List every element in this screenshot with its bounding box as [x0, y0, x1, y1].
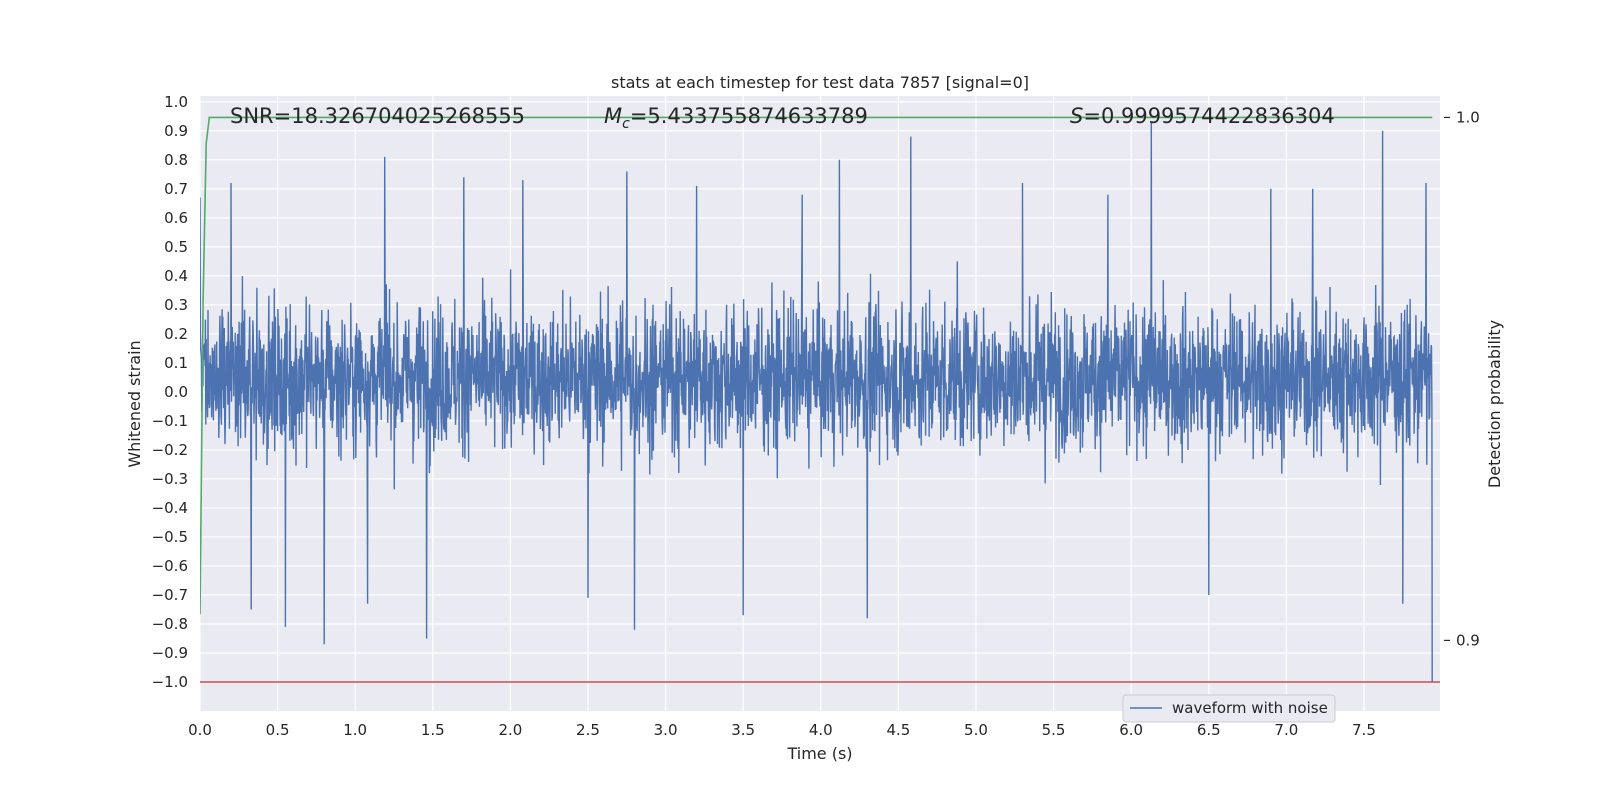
y-tick-label: 0.7 [164, 180, 188, 198]
y2-tick-label: 0.9 [1456, 631, 1480, 649]
chirp-mass-subscript: c [622, 116, 630, 132]
y-tick-label: −0.2 [152, 441, 188, 459]
series-waveform-with-noise [200, 122, 1433, 683]
y2-axis-label: Detection probability [1485, 320, 1504, 488]
legend: waveform with noise [1122, 694, 1336, 723]
chart-title: stats at each timestep for test data 785… [611, 73, 1029, 92]
x-tick-labels: 0.0 0.5 1.0 1.5 2.0 2.5 3.0 3.5 4.0 4.5 5.0 5.5 6.0 6… [188, 721, 1376, 739]
x-tick-label: 2.0 [498, 721, 522, 739]
y-axis-label: Whitened strain [125, 340, 144, 467]
y-tick-label: 0.0 [164, 383, 188, 401]
snr-annotation: SNR=18.326704025268555 [230, 104, 525, 128]
y-tick-label: −1.0 [152, 673, 188, 691]
x-tick-label: 0.5 [266, 721, 290, 739]
series-detection-probability [200, 116, 1433, 615]
x-tick-label: 3.0 [654, 721, 678, 739]
y-tick-label: −0.1 [152, 412, 188, 430]
y-tick-label: −0.4 [152, 499, 188, 517]
chirp-mass-value: =5.433755874633789 [630, 104, 868, 128]
x-tick-label: 4.5 [886, 721, 910, 739]
score-annotation: S=0.9999574422836304 [1070, 104, 1335, 128]
x-tick-label: 1.0 [343, 721, 367, 739]
y-tick-label: 0.4 [164, 267, 188, 285]
y-tick-label: 0.5 [164, 238, 188, 256]
y-tick-label: 1.0 [164, 93, 188, 111]
x-tick-label: 4.0 [809, 721, 833, 739]
y-tick-label: 0.6 [164, 209, 188, 227]
y-tick-label: 0.3 [164, 296, 188, 314]
y-tick-label: 0.8 [164, 151, 188, 169]
score-value: =0.9999574422836304 [1083, 104, 1334, 128]
y2-tick-labels: 1.0 0.9 [1444, 108, 1480, 649]
x-tick-label: 5.5 [1042, 721, 1066, 739]
y-tick-label: 0.9 [164, 122, 188, 140]
x-axis-label: Time (s) [786, 744, 852, 763]
y2-tick-label: 1.0 [1456, 108, 1480, 126]
legend-box [1122, 694, 1336, 723]
y-tick-label: 0.2 [164, 325, 188, 343]
x-tick-label: 1.5 [421, 721, 445, 739]
y-tick-label: 0.1 [164, 354, 188, 372]
y-tick-labels: 1.0 0.9 0.8 0.7 0.6 0.5 0.4 0.3 0.2 0.1 0.0 −0.1 −0.… [152, 93, 188, 691]
y-tick-label: −0.5 [152, 528, 188, 546]
score-symbol: S [1070, 104, 1083, 128]
x-tick-label: 6.5 [1197, 721, 1221, 739]
x-tick-label: 5.0 [964, 721, 988, 739]
y-tick-label: −0.3 [152, 470, 188, 488]
y-tick-label: −0.9 [152, 644, 188, 662]
chirp-mass-symbol: M [604, 104, 622, 128]
chirp-mass-annotation: Mc=5.433755874633789 [604, 104, 868, 132]
legend-label-waveform: waveform with noise [1172, 699, 1328, 717]
x-tick-label: 6.0 [1119, 721, 1143, 739]
y-tick-label: −0.8 [152, 615, 188, 633]
x-tick-label: 2.5 [576, 721, 600, 739]
x-tick-label: 7.0 [1274, 721, 1298, 739]
y-tick-label: −0.6 [152, 557, 188, 575]
x-tick-label: 3.5 [731, 721, 755, 739]
y-tick-label: −0.7 [152, 586, 188, 604]
x-tick-label: 0.0 [188, 721, 212, 739]
x-tick-label: 7.5 [1352, 721, 1376, 739]
